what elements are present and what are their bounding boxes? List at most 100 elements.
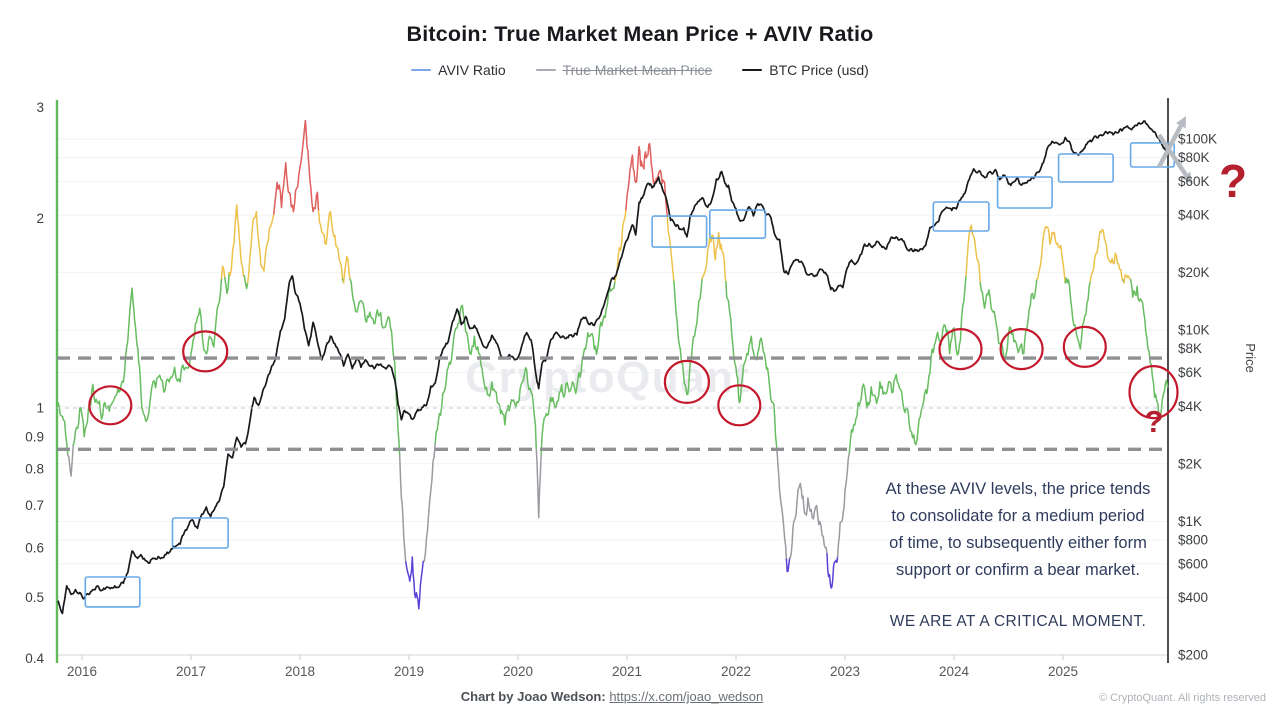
legend: AVIV Ratio True Market Mean Price BTC Pric… bbox=[0, 62, 1280, 78]
y-right-tick-label: $100K bbox=[1178, 132, 1217, 147]
aviv-segment bbox=[979, 278, 1038, 359]
aviv-segment bbox=[836, 451, 851, 558]
legend-item-aviv-ratio[interactable]: AVIV Ratio bbox=[411, 62, 506, 78]
aviv-segment bbox=[1064, 277, 1092, 350]
aviv-dip-circle bbox=[1128, 365, 1179, 420]
y-left-tick-label: 0.8 bbox=[25, 462, 44, 477]
aviv-dip-circle bbox=[182, 330, 229, 373]
aviv-segment bbox=[317, 210, 344, 280]
legend-swatch bbox=[742, 68, 763, 72]
direction-arrow bbox=[1157, 124, 1183, 169]
aviv-dip-circle bbox=[938, 328, 983, 371]
y-right-tick-label: $2K bbox=[1178, 456, 1202, 471]
y-left-tick-label: 3 bbox=[36, 100, 44, 115]
consolidation-box bbox=[651, 215, 708, 248]
y-left-tick-label: 1 bbox=[36, 401, 44, 416]
aviv-segment bbox=[673, 277, 703, 396]
y-right-tick-label: $40K bbox=[1178, 208, 1210, 223]
consolidation-box bbox=[171, 517, 229, 549]
aviv-segment bbox=[701, 231, 727, 283]
aviv-dip-circle bbox=[88, 385, 133, 426]
direction-arrow-head bbox=[1181, 171, 1192, 184]
aviv-segment bbox=[349, 278, 401, 457]
aviv-segment bbox=[224, 272, 230, 295]
gridlines bbox=[57, 138, 1168, 656]
consolidation-box bbox=[84, 576, 141, 608]
y-right-tick-label: $200 bbox=[1178, 648, 1208, 663]
y-right-tick-label: $4K bbox=[1178, 399, 1202, 414]
aviv-segment bbox=[965, 224, 981, 284]
legend-item-btc-price-usd-[interactable]: BTC Price (usd) bbox=[742, 62, 869, 78]
chart-title: Bitcoin: True Market Mean Price + AVIV R… bbox=[406, 22, 874, 46]
aviv-segment bbox=[342, 255, 351, 284]
y-right-tick-label: $60K bbox=[1178, 174, 1210, 189]
x-tick-label: 2022 bbox=[721, 664, 751, 679]
y-right-tick-label: $20K bbox=[1178, 265, 1210, 280]
aviv-dip-circle bbox=[663, 359, 711, 404]
aviv-dip-circle bbox=[1062, 325, 1107, 368]
aviv-segment bbox=[243, 275, 249, 290]
y-right-tick-label: $10K bbox=[1178, 323, 1210, 338]
aviv-segment bbox=[1123, 274, 1132, 284]
footer-credit: Chart by Joao Wedson: https://x.com/joao… bbox=[0, 689, 1224, 704]
x-tick-label: 2016 bbox=[67, 664, 97, 679]
legend-item-true-market-mean-price[interactable]: True Market Mean Price bbox=[535, 62, 713, 78]
annotations: ?? bbox=[84, 116, 1247, 608]
y-left-tick-label: 0.6 bbox=[25, 540, 44, 555]
aviv-segment bbox=[666, 216, 675, 282]
y-right-tick-label: $1K bbox=[1178, 514, 1202, 529]
y-right-tick-label: $8K bbox=[1178, 341, 1202, 356]
x-tick-label: 2021 bbox=[612, 664, 642, 679]
copyright: © CryptoQuant. All rights reserved bbox=[1098, 692, 1266, 704]
consolidation-box bbox=[1057, 153, 1114, 183]
aviv-dip-circle bbox=[717, 384, 762, 427]
aviv-segment bbox=[72, 277, 223, 446]
question-mark: ? bbox=[1145, 404, 1164, 439]
direction-arrow bbox=[1157, 133, 1188, 177]
legend-swatch bbox=[535, 68, 556, 72]
reference-lines bbox=[57, 356, 1168, 451]
aviv-segment bbox=[788, 482, 828, 559]
x-tick-label: 2020 bbox=[503, 664, 533, 679]
credit-link[interactable]: https://x.com/joao_wedson bbox=[609, 689, 764, 704]
legend-label: True Market Mean Price bbox=[562, 62, 713, 78]
cryptoquant-watermark: CryptoQuant bbox=[465, 353, 750, 402]
x-tick-label: 2025 bbox=[1048, 664, 1078, 679]
aviv-segment bbox=[228, 204, 246, 277]
note-line: to consolidate for a medium period bbox=[891, 507, 1145, 525]
credit-label: Chart by Joao Wedson: bbox=[460, 689, 606, 704]
x-tick-label: 2017 bbox=[176, 664, 206, 679]
x-tick-label: 2024 bbox=[939, 664, 970, 679]
aviv-segment bbox=[273, 119, 320, 215]
aviv-segment bbox=[423, 442, 436, 562]
aviv-segment bbox=[826, 553, 839, 589]
aviv-segment bbox=[725, 280, 778, 453]
aviv-segment bbox=[57, 401, 69, 456]
y-left-tick-label: 2 bbox=[36, 211, 44, 226]
aviv-segment bbox=[776, 451, 788, 560]
consolidation-box bbox=[708, 209, 767, 240]
aviv-segment bbox=[1089, 228, 1124, 282]
y-left-tick-label: 0.5 bbox=[25, 590, 44, 605]
aviv-dip-circle bbox=[999, 328, 1044, 371]
y-right-tick-label: $400 bbox=[1178, 590, 1208, 605]
y-right-tick-label: $6K bbox=[1178, 365, 1202, 380]
annotation-note: At these AVIV levels, the price tends to… bbox=[864, 476, 1172, 635]
y-right-tick-label: $800 bbox=[1178, 532, 1208, 547]
aviv-segment bbox=[404, 556, 426, 610]
y-right-tick-label: $600 bbox=[1178, 556, 1208, 571]
y-left-tick-label: 0.7 bbox=[25, 498, 44, 513]
aviv-segment bbox=[1036, 225, 1066, 284]
legend-swatch bbox=[411, 68, 432, 72]
consolidation-box bbox=[996, 176, 1053, 209]
y-left-tick-label: 0.9 bbox=[25, 429, 44, 444]
aviv-segment bbox=[848, 274, 967, 454]
aviv-segment bbox=[67, 444, 75, 477]
note-line: of time, to subsequently either form bbox=[889, 534, 1147, 552]
legend-label: AVIV Ratio bbox=[438, 62, 506, 78]
x-tick-label: 2019 bbox=[394, 664, 424, 679]
aviv-segment bbox=[220, 265, 226, 280]
aviv-segment bbox=[540, 280, 616, 455]
note-line: support or confirm a bear market. bbox=[896, 561, 1140, 579]
